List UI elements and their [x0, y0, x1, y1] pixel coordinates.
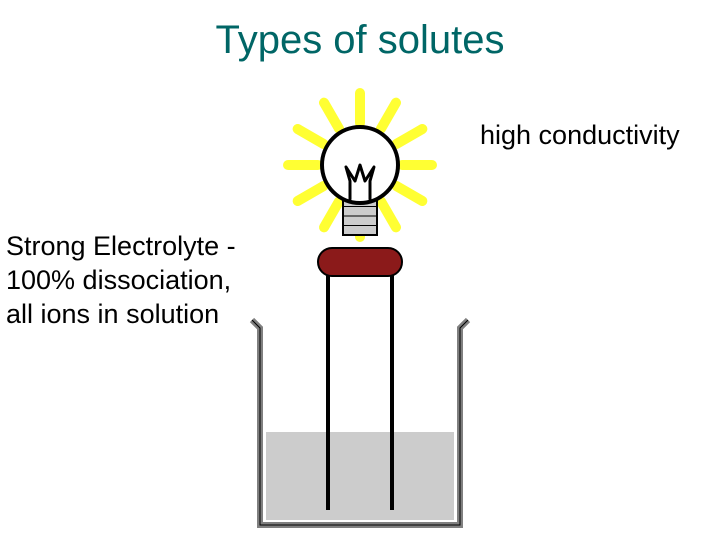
socket-group: [318, 248, 402, 276]
desc-line-2: 100% dissociation,: [6, 264, 236, 298]
desc-line-3: all ions in solution: [6, 298, 236, 332]
conductivity-label: high conductivity: [480, 120, 680, 151]
electrolyte-description: Strong Electrolyte - 100% dissociation, …: [6, 230, 236, 331]
solution-group: [252, 320, 468, 525]
desc-line-1: Strong Electrolyte -: [6, 230, 236, 264]
conductivity-apparatus: [240, 70, 490, 530]
page-title: Types of solutes: [0, 18, 720, 63]
